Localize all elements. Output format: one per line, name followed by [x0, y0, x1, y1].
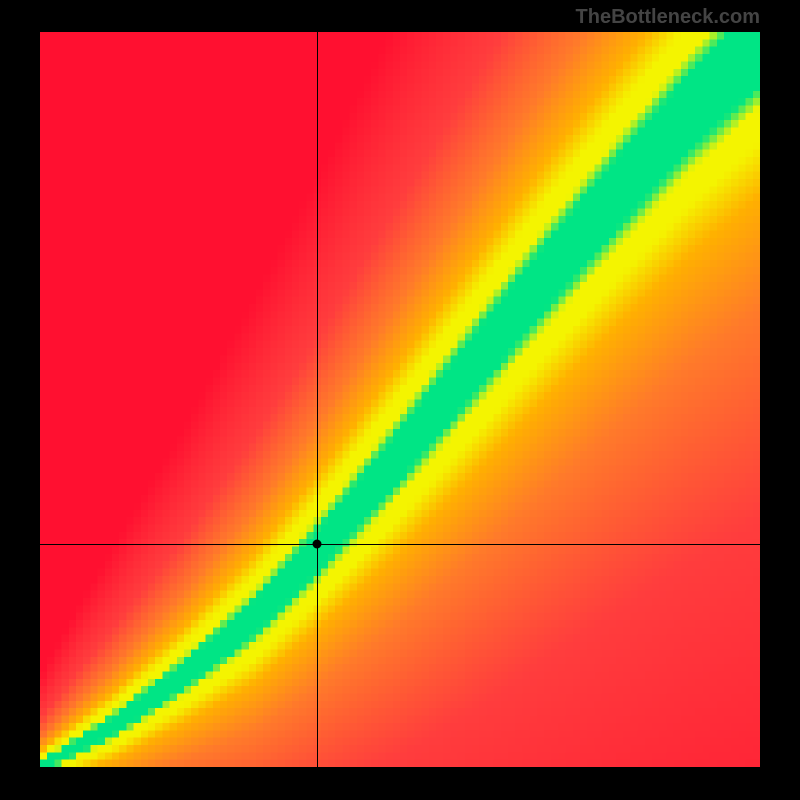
watermark-text: TheBottleneck.com	[576, 6, 760, 29]
data-point-marker	[313, 539, 322, 548]
crosshair-vertical	[317, 32, 318, 767]
crosshair-horizontal	[40, 544, 760, 545]
plot-area	[40, 32, 760, 767]
chart-container: TheBottleneck.com	[0, 0, 800, 800]
heatmap-canvas	[40, 32, 760, 767]
